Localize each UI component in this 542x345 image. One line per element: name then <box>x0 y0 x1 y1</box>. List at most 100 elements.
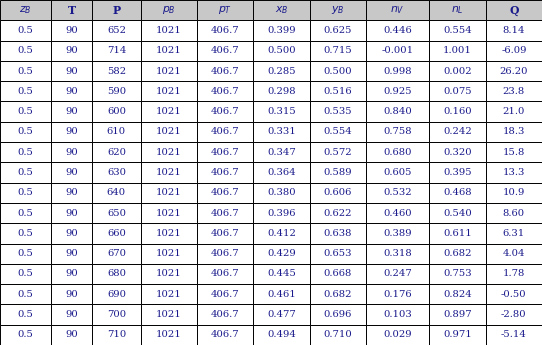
Text: 13.3: 13.3 <box>502 168 525 177</box>
Bar <box>51 183 92 203</box>
Text: 0.572: 0.572 <box>324 148 352 157</box>
Text: 0.412: 0.412 <box>267 229 296 238</box>
Bar <box>366 325 429 345</box>
Bar <box>486 244 542 264</box>
Text: -5.14: -5.14 <box>501 331 527 339</box>
Bar <box>0 264 51 284</box>
Text: 0.5: 0.5 <box>17 67 34 76</box>
Bar <box>429 0 486 20</box>
Bar <box>366 122 429 142</box>
Bar <box>310 41 366 61</box>
Bar <box>92 101 141 122</box>
Bar <box>254 203 310 223</box>
Text: 0.682: 0.682 <box>324 290 352 299</box>
Bar <box>310 122 366 142</box>
Text: 6.31: 6.31 <box>503 229 525 238</box>
Text: T: T <box>67 4 75 16</box>
Text: 0.029: 0.029 <box>383 331 412 339</box>
Text: 590: 590 <box>107 87 126 96</box>
Bar <box>0 122 51 142</box>
Bar <box>429 61 486 81</box>
Bar <box>310 0 366 20</box>
Text: 670: 670 <box>107 249 126 258</box>
Text: 406.7: 406.7 <box>211 229 240 238</box>
Text: 1021: 1021 <box>156 209 182 218</box>
Bar <box>141 223 197 244</box>
Text: $x_B$: $x_B$ <box>275 4 288 16</box>
Bar <box>486 264 542 284</box>
Text: 0.395: 0.395 <box>443 168 472 177</box>
Bar <box>141 101 197 122</box>
Text: 652: 652 <box>107 26 126 35</box>
Text: 0.477: 0.477 <box>267 310 296 319</box>
Bar <box>254 183 310 203</box>
Bar <box>51 41 92 61</box>
Bar <box>0 20 51 41</box>
Bar <box>310 101 366 122</box>
Text: 1021: 1021 <box>156 269 182 278</box>
Text: 1021: 1021 <box>156 188 182 197</box>
Bar <box>0 244 51 264</box>
Bar <box>429 20 486 41</box>
Bar <box>254 142 310 162</box>
Text: 0.176: 0.176 <box>383 290 412 299</box>
Text: P: P <box>112 4 120 16</box>
Text: 0.696: 0.696 <box>324 310 352 319</box>
Text: 1021: 1021 <box>156 87 182 96</box>
Bar <box>0 41 51 61</box>
Text: 0.389: 0.389 <box>383 229 412 238</box>
Text: 90: 90 <box>65 168 78 177</box>
Text: 1021: 1021 <box>156 290 182 299</box>
Text: 0.758: 0.758 <box>383 127 412 136</box>
Text: 90: 90 <box>65 87 78 96</box>
Text: 90: 90 <box>65 331 78 339</box>
Text: 1021: 1021 <box>156 310 182 319</box>
Bar <box>0 61 51 81</box>
Bar <box>429 203 486 223</box>
Bar <box>310 61 366 81</box>
Bar <box>429 264 486 284</box>
Bar <box>429 244 486 264</box>
Text: 0.535: 0.535 <box>324 107 352 116</box>
Bar <box>486 122 542 142</box>
Text: 406.7: 406.7 <box>211 331 240 339</box>
Text: 23.8: 23.8 <box>503 87 525 96</box>
Bar <box>310 203 366 223</box>
Text: 0.605: 0.605 <box>384 168 412 177</box>
Text: 0.589: 0.589 <box>324 168 352 177</box>
Bar <box>254 284 310 304</box>
Text: 0.5: 0.5 <box>17 107 34 116</box>
Text: 0.5: 0.5 <box>17 290 34 299</box>
Text: 0.638: 0.638 <box>324 229 352 238</box>
Text: 90: 90 <box>65 148 78 157</box>
Bar <box>141 0 197 20</box>
Bar <box>197 20 254 41</box>
Bar <box>141 162 197 183</box>
Bar <box>197 0 254 20</box>
Text: 0.653: 0.653 <box>324 249 352 258</box>
Text: 610: 610 <box>107 127 126 136</box>
Bar <box>51 142 92 162</box>
Bar <box>254 101 310 122</box>
Text: 21.0: 21.0 <box>502 107 525 116</box>
Bar <box>141 203 197 223</box>
Bar <box>486 61 542 81</box>
Text: 0.315: 0.315 <box>267 107 296 116</box>
Bar <box>486 223 542 244</box>
Text: 0.494: 0.494 <box>267 331 296 339</box>
Text: $p_T$: $p_T$ <box>218 4 233 16</box>
Bar <box>92 41 141 61</box>
Bar <box>310 81 366 101</box>
Text: 0.103: 0.103 <box>383 310 412 319</box>
Text: 0.242: 0.242 <box>443 127 472 136</box>
Text: 0.075: 0.075 <box>443 87 472 96</box>
Bar <box>92 0 141 20</box>
Text: 690: 690 <box>107 290 126 299</box>
Bar <box>141 142 197 162</box>
Text: 406.7: 406.7 <box>211 188 240 197</box>
Bar <box>429 142 486 162</box>
Text: 0.516: 0.516 <box>324 87 352 96</box>
Bar <box>92 203 141 223</box>
Text: $n_V$: $n_V$ <box>390 4 405 16</box>
Text: 0.347: 0.347 <box>267 148 296 157</box>
